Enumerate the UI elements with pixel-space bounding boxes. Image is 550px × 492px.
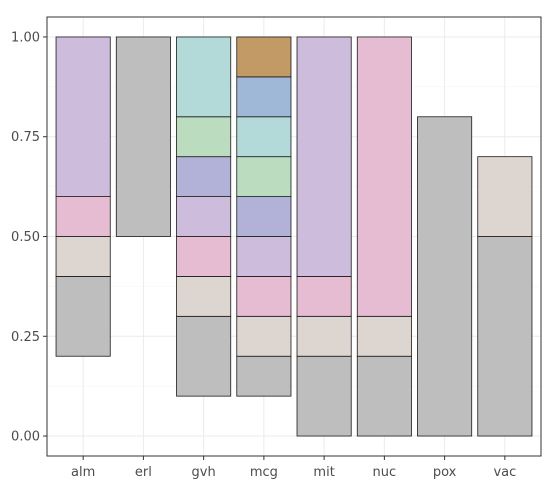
bar-segment-gvh-0	[176, 315, 232, 397]
bar-segment-gvh-1	[176, 276, 232, 317]
bar-segment-gvh-4	[176, 156, 232, 197]
x-tick-label-nuc: nuc	[373, 465, 397, 480]
bar-mit	[296, 36, 352, 437]
bar-segment-erl-0	[115, 36, 171, 237]
bar-segment-vac-0	[477, 236, 533, 437]
y-tick-label: 0.75	[11, 130, 40, 145]
y-tick-label: 0.25	[11, 330, 40, 345]
x-axis: alm erl gvh mcg mit nuc pox vac	[71, 456, 516, 480]
y-axis: 0.00 0.25 0.50 0.75 1.00	[11, 30, 47, 445]
x-tick-label-mit: mit	[313, 465, 334, 480]
bar-segment-mcg-0	[236, 355, 292, 397]
bar-segment-nuc-2	[356, 36, 412, 317]
bar-segment-alm-2	[55, 196, 111, 237]
bar-pox	[417, 116, 473, 437]
bar-segment-mcg-5	[236, 156, 292, 197]
bar-segment-mcg-3	[236, 236, 292, 277]
bar-segment-nuc-0	[356, 355, 412, 437]
bar-vac	[477, 156, 533, 437]
bar-segment-alm-3	[55, 36, 111, 197]
bar-segment-gvh-6	[176, 36, 232, 118]
bar-segment-alm-0	[55, 276, 111, 357]
bar-segment-mit-2	[296, 276, 352, 317]
bar-segment-mcg-7	[236, 76, 292, 118]
y-tick-label: 1.00	[11, 30, 40, 45]
x-tick-label-alm: alm	[71, 465, 95, 480]
x-tick-label-erl: erl	[135, 465, 152, 480]
bar-alm	[55, 36, 111, 357]
y-tick-label: 0.50	[11, 230, 40, 245]
bar-segment-alm-1	[55, 236, 111, 277]
x-tick-label-vac: vac	[493, 465, 516, 480]
bar-segment-gvh-2	[176, 236, 232, 277]
bar-segment-mcg-6	[236, 116, 292, 158]
x-tick-label-gvh: gvh	[192, 465, 216, 480]
bar-segment-mcg-1	[236, 315, 292, 357]
bar-segment-mit-0	[296, 355, 352, 437]
bar-segment-vac-1	[477, 156, 533, 237]
y-tick-label: 0.00	[11, 430, 40, 445]
bar-segment-mit-3	[296, 36, 352, 277]
bar-segment-gvh-5	[176, 116, 232, 158]
bar-nuc	[356, 36, 412, 437]
bar-segment-mit-1	[296, 315, 352, 357]
bar-erl	[115, 36, 171, 237]
bar-mcg	[236, 36, 292, 397]
x-tick-label-pox: pox	[433, 465, 457, 480]
bar-segment-mcg-8	[236, 36, 292, 78]
bar-segment-pox-0	[417, 116, 473, 437]
bars	[55, 36, 533, 437]
bar-segment-nuc-1	[356, 315, 412, 357]
bar-segment-gvh-3	[176, 196, 232, 237]
x-tick-label-mcg: mcg	[250, 465, 278, 480]
bar-gvh	[176, 36, 232, 397]
bar-segment-mcg-4	[236, 196, 292, 237]
bar-segment-mcg-2	[236, 276, 292, 317]
